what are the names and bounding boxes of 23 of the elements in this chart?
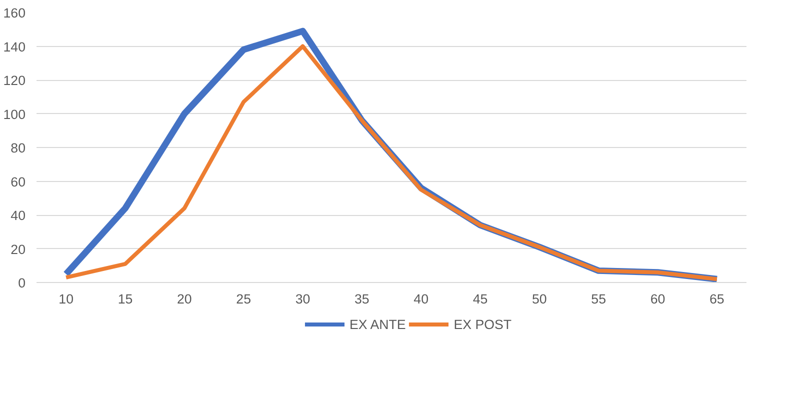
- x-tick-label: 40: [414, 292, 428, 306]
- x-tick-label: 35: [354, 292, 370, 306]
- y-tick-label: 40: [10, 208, 26, 223]
- x-tick-label: 45: [472, 292, 488, 306]
- y-tick-label: 160: [3, 6, 26, 20]
- y-tick-label: 20: [10, 242, 26, 257]
- y-tick-label: 120: [3, 73, 26, 88]
- x-tick-label: 25: [236, 292, 251, 306]
- y-tick-label: 0: [18, 276, 26, 290]
- y-tick-label: 140: [3, 39, 26, 54]
- legend-label: EX POST: [454, 316, 512, 332]
- x-tick-label: 10: [58, 292, 74, 306]
- x-tick-label: 60: [650, 292, 666, 306]
- x-tick-label: 50: [532, 292, 547, 306]
- x-tick-label: 55: [591, 292, 606, 306]
- x-tick-label: 20: [177, 292, 192, 306]
- legend-label: EX ANTE: [349, 316, 406, 332]
- x-tick-label: 30: [295, 292, 310, 306]
- x-tick-label: 65: [710, 292, 724, 306]
- y-tick-label: 60: [10, 174, 26, 190]
- x-tick-label: 15: [118, 292, 133, 306]
- y-tick-label: 100: [3, 106, 26, 122]
- y-tick-label: 80: [10, 140, 26, 156]
